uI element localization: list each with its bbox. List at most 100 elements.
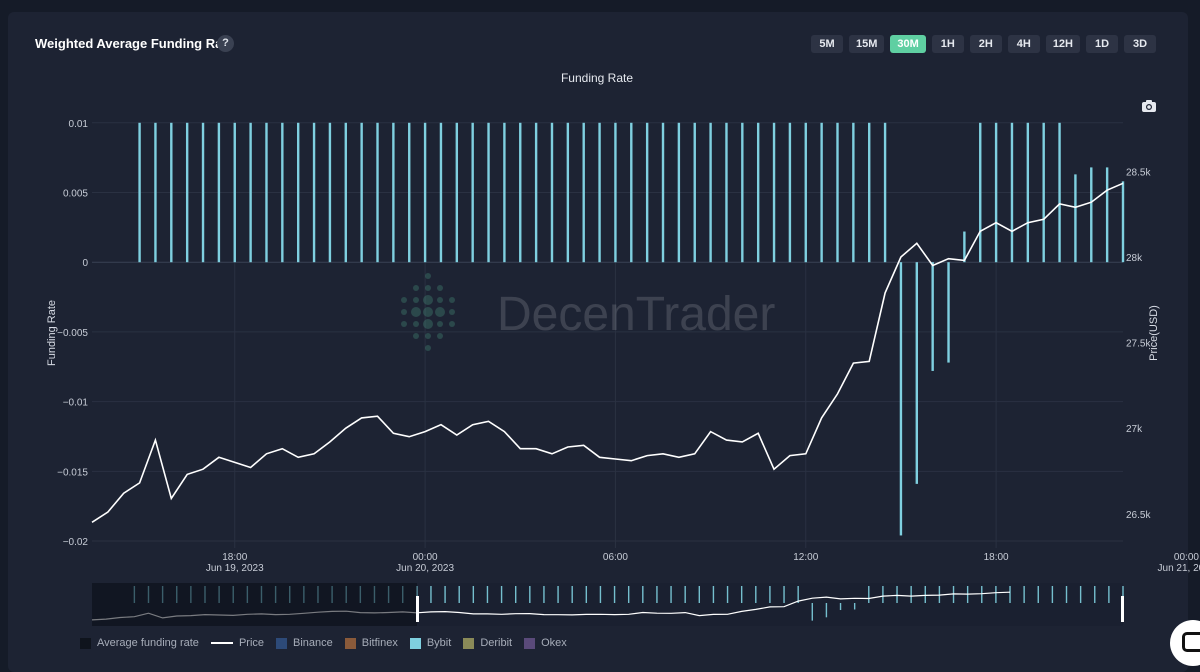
navigator-bar — [1122, 586, 1124, 603]
timeframe-button-5m[interactable]: 5M — [811, 35, 843, 53]
range-navigator[interactable] — [91, 583, 1124, 626]
watermark-dot — [425, 345, 431, 351]
bybit-bar — [550, 122, 554, 263]
navigator-bar — [613, 586, 616, 603]
bybit-bar — [408, 122, 411, 263]
navigator-bar — [1065, 586, 1068, 603]
navigator-bar — [585, 586, 588, 603]
x-tick-date: Jun 20, 2023 — [396, 563, 454, 574]
watermark-dot — [413, 297, 419, 303]
navigator-bar — [1009, 586, 1011, 603]
x-tick-label: 00:00 — [413, 552, 438, 563]
chat-button[interactable] — [1170, 620, 1200, 666]
x-tick-label: 06:00 — [603, 552, 628, 563]
bybit-bar — [1121, 181, 1125, 263]
navigator-handle-left[interactable] — [416, 596, 419, 622]
navigator-bar — [698, 586, 701, 603]
bybit-bar — [709, 122, 712, 263]
watermark-dot — [437, 285, 443, 291]
bybit-bar — [931, 262, 934, 371]
legend-item-deribit[interactable]: Deribit — [463, 637, 512, 649]
watermark-dot — [413, 321, 419, 327]
bybit-bar — [693, 122, 696, 263]
bybit-bar — [582, 122, 585, 263]
y2-tick-label: 27k — [1126, 424, 1143, 435]
bybit-bar — [1010, 122, 1014, 263]
navigator-bar — [811, 603, 813, 621]
legend-item-bitfinex[interactable]: Bitfinex — [344, 637, 398, 649]
legend-item-average-funding-rate[interactable]: Average funding rate — [80, 637, 199, 649]
navigator-bar — [896, 586, 898, 603]
navigator-bar — [740, 586, 743, 603]
timeframe-button-4h[interactable]: 4H — [1007, 35, 1040, 53]
bybit-bar — [439, 122, 443, 263]
bybit-bar — [788, 122, 792, 263]
timeframe-button-12h[interactable]: 12H — [1045, 35, 1080, 53]
navigator-bar — [1094, 586, 1096, 603]
legend-swatch — [524, 637, 536, 649]
timeframe-button-30m[interactable]: 30M — [890, 35, 926, 53]
price-line — [91, 182, 1124, 523]
navigator-bar — [868, 586, 870, 603]
bybit-bar — [836, 122, 839, 263]
x-tick-label: 00:00 — [1174, 552, 1199, 563]
bybit-bar — [392, 122, 395, 263]
navigator-bar — [500, 586, 503, 603]
watermark-dot — [437, 333, 443, 339]
legend-item-bybit[interactable]: Bybit — [409, 637, 451, 649]
navigator-bar — [430, 586, 432, 603]
bybit-bar — [725, 122, 728, 263]
watermark: DecenTrader — [401, 273, 775, 351]
watermark-dot — [425, 285, 431, 291]
navigator-handle-right[interactable] — [1121, 596, 1124, 622]
timeframe-button-15m[interactable]: 15M — [849, 35, 885, 53]
help-icon[interactable]: ? — [217, 35, 234, 52]
watermark-dot — [401, 309, 407, 315]
navigator-bar — [571, 586, 573, 603]
legend-label: Average funding rate — [97, 637, 199, 649]
bybit-bar — [1090, 167, 1093, 263]
y-tick-label: −0.005 — [57, 328, 88, 339]
legend-item-price[interactable]: Price — [210, 637, 264, 649]
bybit-bar — [312, 122, 316, 263]
y-tick-label: 0.01 — [69, 119, 89, 130]
watermark-dot — [413, 333, 419, 339]
navigator-bar — [627, 586, 630, 603]
y2-tick-label: 28.5k — [1126, 167, 1151, 178]
bybit-bar — [915, 262, 918, 484]
watermark-dot — [449, 309, 455, 315]
legend-item-okex[interactable]: Okex — [524, 637, 567, 649]
timeframe-button-1d[interactable]: 1D — [1086, 35, 1118, 53]
timeframe-button-1h[interactable]: 1H — [931, 35, 964, 53]
legend-item-binance[interactable]: Binance — [276, 637, 333, 649]
y2-axis-ticks: 28.5k 28k 27.5k 27k 26.5k — [1126, 167, 1151, 520]
bybit-bar — [804, 122, 807, 263]
bybit-bar — [360, 122, 363, 263]
navigator-bar — [472, 586, 475, 603]
y-tick-label: −0.01 — [63, 398, 89, 409]
navigator-bar — [444, 586, 446, 603]
navigator-mask-left — [92, 583, 417, 626]
bybit-bar — [233, 122, 236, 263]
camera-icon[interactable] — [1142, 99, 1156, 117]
navigator-bar — [924, 586, 926, 603]
y-tick-label: 0 — [82, 258, 88, 269]
timeframe-button-2h[interactable]: 2H — [969, 35, 1002, 53]
x-tick-label: 12:00 — [793, 552, 818, 563]
navigator-bar — [910, 586, 912, 603]
bybit-bar — [487, 122, 490, 263]
bybit-bar — [661, 122, 665, 263]
watermark-dot — [425, 333, 431, 339]
bybit-bar — [566, 122, 570, 263]
bybit-bar — [297, 122, 300, 263]
bybit-bars — [138, 122, 1125, 536]
bybit-bar — [614, 122, 617, 263]
legend-swatch — [210, 642, 233, 644]
timeframe-button-3d[interactable]: 3D — [1124, 35, 1156, 53]
navigator-bar — [1037, 586, 1039, 603]
watermark-dot — [437, 321, 443, 327]
watermark-dot — [413, 285, 419, 291]
navigator-bar — [839, 603, 842, 611]
